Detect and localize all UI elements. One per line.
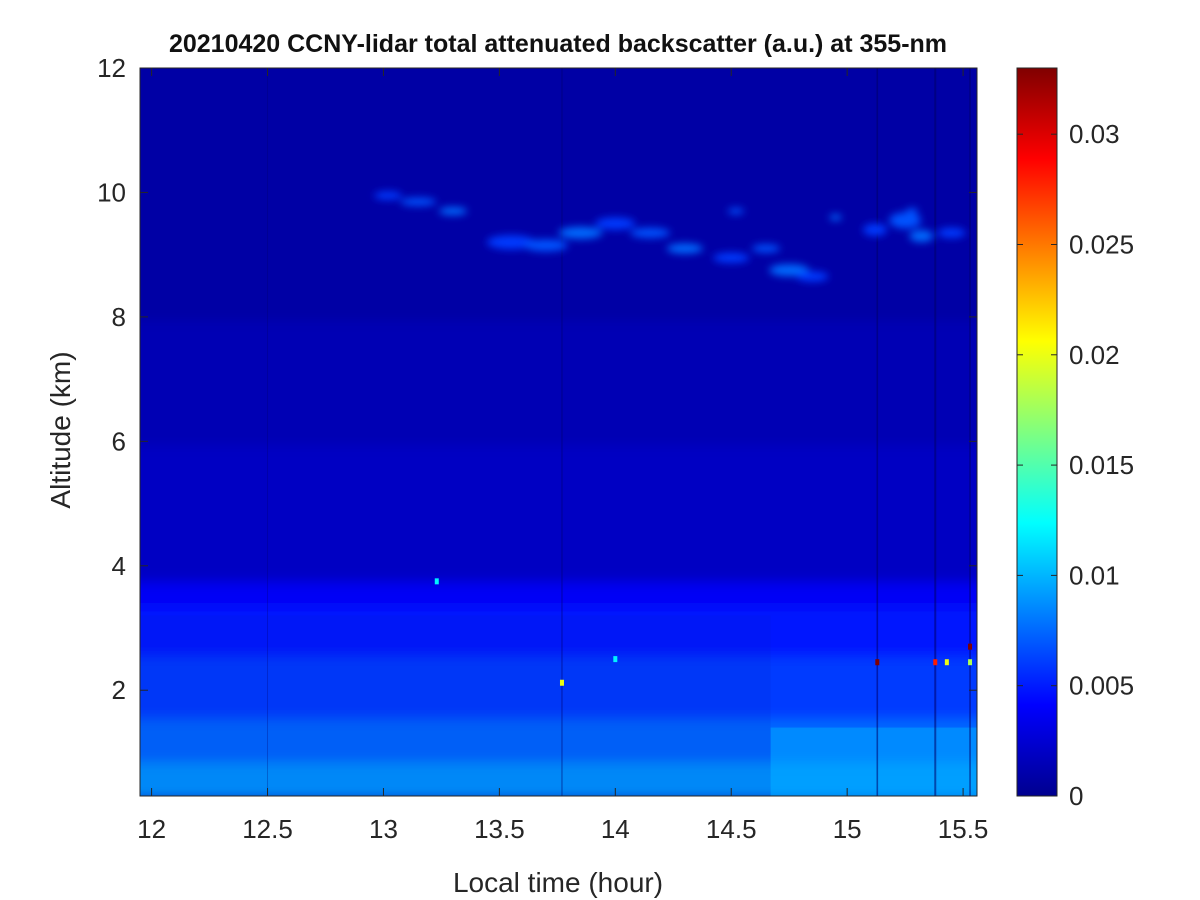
cirrus-cloud-layer (374, 191, 966, 282)
x-tick-label: 13 (369, 814, 398, 844)
cloud-patch-18 (937, 227, 966, 238)
cloud-patch-19 (906, 208, 919, 215)
cloud-patch-4 (523, 239, 568, 252)
streak-2 (876, 68, 879, 796)
x-axis: 12 12.5 13 13.5 14 14.5 15 15.5 (137, 68, 988, 844)
heatmap-layers (140, 68, 977, 796)
y-tick-label: 2 (112, 675, 126, 705)
colorbar-tick-label: 0.005 (1069, 671, 1134, 701)
hotspot-3 (875, 659, 880, 666)
x-tick-label: 14.5 (706, 814, 757, 844)
cloud-patch-14 (829, 214, 842, 221)
cloud-patch-2 (439, 207, 468, 216)
hotspot-1 (613, 656, 618, 663)
colorbar-tick-label: 0.025 (1069, 229, 1134, 259)
streak-4 (969, 68, 971, 796)
cloud-patch-15 (862, 223, 887, 236)
streak-0 (267, 68, 268, 796)
colorbar-tick-label: 0.03 (1069, 119, 1120, 149)
x-tick-label: 13.5 (474, 814, 525, 844)
hotspots (434, 578, 973, 686)
cloud-patch-10 (752, 244, 781, 253)
cloud-patch-16 (889, 212, 922, 229)
colorbar-gradient (1016, 67, 1058, 797)
cloud-patch-0 (374, 191, 403, 200)
altitude-band-5 (140, 437, 977, 583)
y-tick-label: 4 (112, 551, 126, 581)
x-tick-label: 15 (833, 814, 862, 844)
y-tick-label: 8 (112, 302, 126, 332)
colorbar-ticks: 0 0.005 0.01 0.015 0.02 0.025 0.03 (1017, 119, 1134, 811)
hotspot-7 (968, 659, 973, 666)
cloud-patch-11 (769, 264, 810, 277)
hotspot-0 (559, 679, 564, 686)
colorbar: 0 0.005 0.01 0.015 0.02 0.025 0.03 (1016, 67, 1134, 811)
x-axis-label: Local time (hour) (453, 867, 663, 898)
streak-3 (934, 68, 937, 796)
y-tick-label: 10 (97, 177, 126, 207)
altitude-band-2 (140, 648, 977, 720)
altitude-band-3 (140, 599, 977, 657)
hotspot-6 (968, 643, 973, 650)
cloud-patch-6 (595, 217, 636, 230)
pre-step-shade (140, 615, 771, 796)
y-axis-label: Altitude (km) (45, 351, 76, 508)
streak-1 (561, 68, 563, 796)
plot-area (140, 68, 977, 796)
x-tick-label: 12 (137, 814, 166, 844)
altitude-band-7 (140, 68, 977, 321)
colorbar-tick-label: 0.02 (1069, 340, 1120, 370)
colorbar-tick-label: 0.01 (1069, 560, 1120, 590)
cloud-patch-1 (400, 197, 437, 206)
x-tick-label: 14 (601, 814, 630, 844)
cloud-patch-7 (630, 227, 671, 238)
cloud-patch-9 (713, 252, 750, 263)
y-tick-label: 12 (97, 53, 126, 83)
x-tick-label: 15.5 (938, 814, 989, 844)
cloud-patch-5 (558, 226, 603, 239)
hotspot-2 (434, 578, 439, 585)
plot-frame (139, 67, 978, 797)
cloud-patch-12 (796, 271, 829, 282)
hotspot-4 (933, 659, 938, 666)
cloud-patch-17 (909, 230, 934, 242)
cloud-patch-8 (666, 243, 703, 254)
chart-title: 20210420 CCNY-lidar total attenuated bac… (169, 30, 947, 58)
y-tick-label: 6 (112, 426, 126, 456)
y-axis: 2 4 6 8 10 12 (97, 53, 977, 705)
hotspot-5 (944, 659, 949, 666)
post-step-surface (770, 727, 977, 796)
vertical-streaks (267, 68, 971, 796)
colorbar-tick-label: 0.015 (1069, 450, 1134, 480)
colorbar-tick-label: 0 (1069, 781, 1083, 811)
cloud-patch-3 (486, 235, 535, 250)
x-tick-label: 12.5 (242, 814, 293, 844)
altitude-band-6 (140, 312, 977, 446)
cloud-patch-13 (727, 208, 744, 215)
